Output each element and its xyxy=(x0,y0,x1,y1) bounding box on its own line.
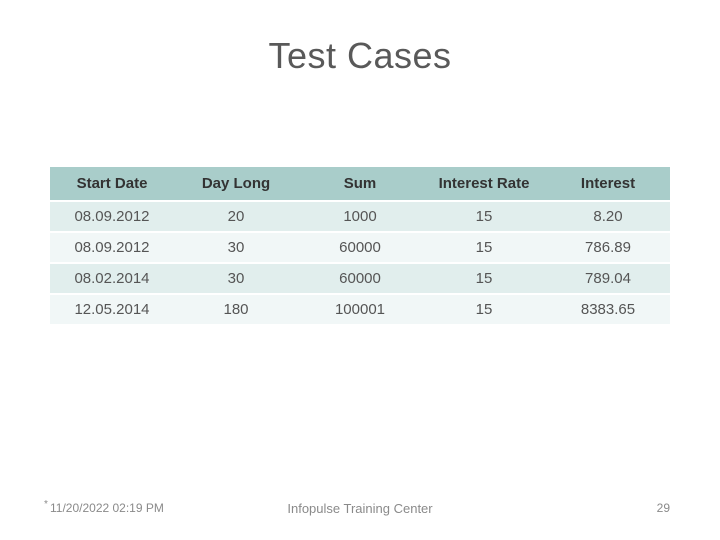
col-sum: Sum xyxy=(298,167,422,201)
cell: 12.05.2014 xyxy=(50,294,174,325)
table-row: 08.02.2014 30 60000 15 789.04 xyxy=(50,263,670,294)
cell: 08.09.2012 xyxy=(50,201,174,232)
cell: 15 xyxy=(422,232,546,263)
cell: 789.04 xyxy=(546,263,670,294)
cell: 08.09.2012 xyxy=(50,232,174,263)
cell: 20 xyxy=(174,201,298,232)
footer: * 11/20/2022 02:19 PM Infopulse Training… xyxy=(50,501,670,515)
col-interest-rate: Interest Rate xyxy=(422,167,546,201)
footer-center: Infopulse Training Center xyxy=(287,501,432,516)
table-row: 08.09.2012 20 1000 15 8.20 xyxy=(50,201,670,232)
page-title: Test Cases xyxy=(50,35,670,77)
cell: 786.89 xyxy=(546,232,670,263)
cell: 60000 xyxy=(298,232,422,263)
col-start-date: Start Date xyxy=(50,167,174,201)
col-day-long: Day Long xyxy=(174,167,298,201)
cell: 30 xyxy=(174,263,298,294)
footer-timestamp: * 11/20/2022 02:19 PM xyxy=(50,501,164,515)
cell: 60000 xyxy=(298,263,422,294)
cell: 180 xyxy=(174,294,298,325)
cell: 30 xyxy=(174,232,298,263)
cell: 08.02.2014 xyxy=(50,263,174,294)
slide: Test Cases Start Date Day Long Sum Inter… xyxy=(0,0,720,540)
cell: 15 xyxy=(422,263,546,294)
footer-page-number: 29 xyxy=(657,501,670,515)
table-header-row: Start Date Day Long Sum Interest Rate In… xyxy=(50,167,670,201)
test-cases-table: Start Date Day Long Sum Interest Rate In… xyxy=(50,167,670,326)
table-row: 08.09.2012 30 60000 15 786.89 xyxy=(50,232,670,263)
footer-marker: * xyxy=(44,499,48,510)
cell: 8.20 xyxy=(546,201,670,232)
cell: 100001 xyxy=(298,294,422,325)
cell: 15 xyxy=(422,201,546,232)
cell: 1000 xyxy=(298,201,422,232)
table-row: 12.05.2014 180 100001 15 8383.65 xyxy=(50,294,670,325)
cell: 8383.65 xyxy=(546,294,670,325)
footer-timestamp-text: 11/20/2022 02:19 PM xyxy=(50,501,164,515)
col-interest: Interest xyxy=(546,167,670,201)
cell: 15 xyxy=(422,294,546,325)
